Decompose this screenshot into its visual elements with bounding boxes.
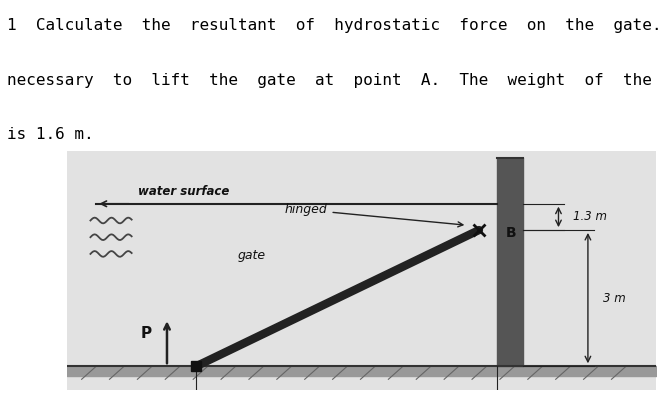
Text: B: B [506, 226, 516, 240]
Text: is 1.6 m.: is 1.6 m. [7, 127, 93, 142]
Text: hinged: hinged [285, 203, 463, 227]
Text: gate: gate [237, 249, 266, 262]
Text: 3 m: 3 m [603, 292, 626, 304]
Text: necessary  to  lift  the  gate  at  point  A.  The  weight  of  the  gate  is  8: necessary to lift the gate at point A. T… [7, 72, 669, 88]
FancyBboxPatch shape [67, 151, 656, 390]
Text: 1  Calculate  the  resultant  of  hydrostatic  force  on  the  gate.  What  vert: 1 Calculate the resultant of hydrostatic… [7, 18, 669, 33]
Text: water surface: water surface [138, 185, 229, 199]
Text: P: P [140, 326, 152, 341]
Text: 1.3 m: 1.3 m [573, 211, 607, 223]
